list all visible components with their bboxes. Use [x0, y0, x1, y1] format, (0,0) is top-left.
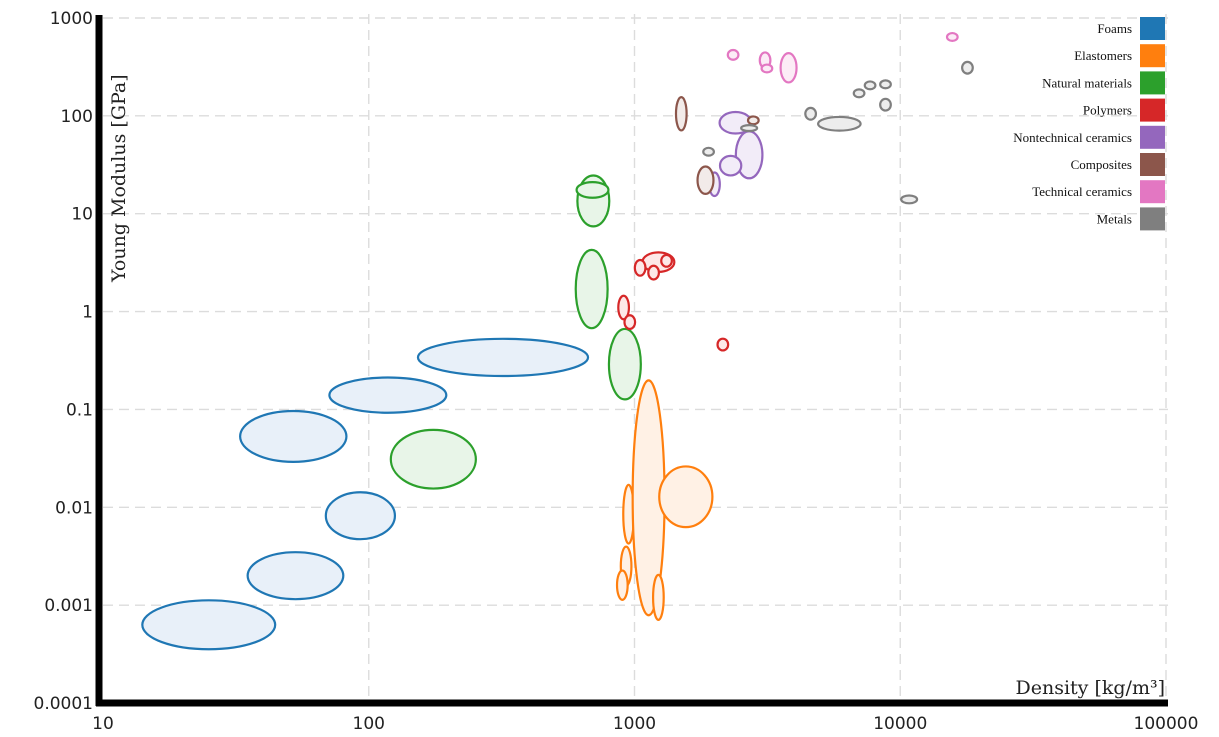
- legend-label: Natural materials: [1042, 75, 1132, 90]
- material-region: [246, 551, 345, 601]
- y-tick-label: 10: [71, 205, 93, 225]
- series-composites: [674, 96, 760, 196]
- series-elastomers: [615, 379, 714, 622]
- legend-label: Metals: [1097, 211, 1132, 226]
- material-region: [617, 294, 631, 321]
- material-region: [658, 465, 714, 529]
- series-foams: [141, 337, 590, 651]
- material-region: [740, 124, 759, 133]
- material-region: [324, 491, 397, 541]
- legend-label: Foams: [1097, 21, 1132, 36]
- x-tick-label: 100: [353, 714, 385, 734]
- series-metals: [702, 60, 974, 205]
- material-region: [416, 337, 590, 378]
- material-region: [716, 337, 730, 352]
- material-region: [660, 253, 673, 268]
- material-region: [804, 106, 818, 121]
- material-region: [879, 97, 892, 112]
- material-region: [141, 599, 277, 651]
- material-region: [633, 258, 647, 277]
- x-tick-label: 10: [92, 714, 114, 734]
- x-tick-label: 100000: [1134, 714, 1199, 734]
- series-polymers: [617, 251, 730, 352]
- material-region: [702, 146, 715, 157]
- legend-label: Polymers: [1083, 103, 1132, 118]
- material-region: [779, 51, 798, 84]
- material-region: [718, 154, 743, 177]
- y-axis-title: Young Modulus [GPa]: [108, 74, 130, 283]
- y-tick-label: 0.0001: [34, 694, 93, 714]
- legend-swatch: [1140, 180, 1165, 204]
- material-regions: [141, 31, 974, 651]
- y-tick-label: 0.01: [55, 498, 93, 518]
- y-tick-label: 1: [82, 303, 93, 323]
- x-axis-title: Density [kg/m³]: [1016, 677, 1166, 699]
- material-region: [879, 79, 892, 90]
- material-region: [746, 115, 760, 126]
- material-region: [389, 428, 477, 490]
- material-region: [575, 181, 610, 199]
- material-region: [900, 194, 919, 205]
- legend-label: Composites: [1071, 157, 1132, 172]
- material-region: [726, 48, 740, 61]
- material-region: [623, 314, 637, 331]
- y-tick-label: 0.1: [66, 400, 93, 420]
- legend-swatch: [1140, 17, 1165, 40]
- y-tick-label: 100: [61, 107, 93, 127]
- material-region: [852, 88, 866, 99]
- material-region: [961, 60, 974, 75]
- material-region: [574, 248, 609, 330]
- material-region: [945, 31, 959, 42]
- legend-label: Technical ceramics: [1032, 184, 1132, 199]
- material-region: [615, 569, 629, 601]
- material-region: [816, 115, 862, 132]
- material-region: [239, 409, 348, 463]
- material-region: [647, 264, 661, 281]
- material-region: [696, 165, 715, 196]
- legend-swatch: [1140, 153, 1165, 176]
- y-tick-label: 1000: [50, 9, 93, 29]
- material-region: [760, 63, 774, 74]
- legend-swatch: [1140, 207, 1165, 231]
- legend-swatch: [1140, 98, 1165, 122]
- material-region: [863, 80, 877, 91]
- y-tick-label: 0.001: [44, 596, 93, 616]
- y-tick-labels: 0.0001 0.001 0.01 0.1 1 10 100 1000: [34, 9, 93, 714]
- x-tick-label: 1000: [613, 714, 656, 734]
- x-tick-label: 10000: [873, 714, 927, 734]
- series-technical-ceramics: [726, 31, 959, 84]
- material-region: [607, 327, 642, 401]
- legend-label: Elastomers: [1074, 48, 1132, 63]
- material-region: [674, 96, 688, 132]
- legend-label: Nontechnical ceramics: [1013, 130, 1132, 145]
- series-natural-materials: [389, 174, 642, 490]
- legend-swatch: [1140, 44, 1165, 68]
- material-region: [328, 376, 448, 414]
- x-tick-labels: 10 100 1000 10000 100000: [92, 714, 1198, 734]
- legend: Foams Elastomers Natural materials Polymers…: [1013, 17, 1165, 231]
- legend-swatch: [1140, 125, 1165, 149]
- material-region: [651, 573, 665, 622]
- legend-swatch: [1140, 71, 1165, 95]
- axes: [95, 15, 1168, 707]
